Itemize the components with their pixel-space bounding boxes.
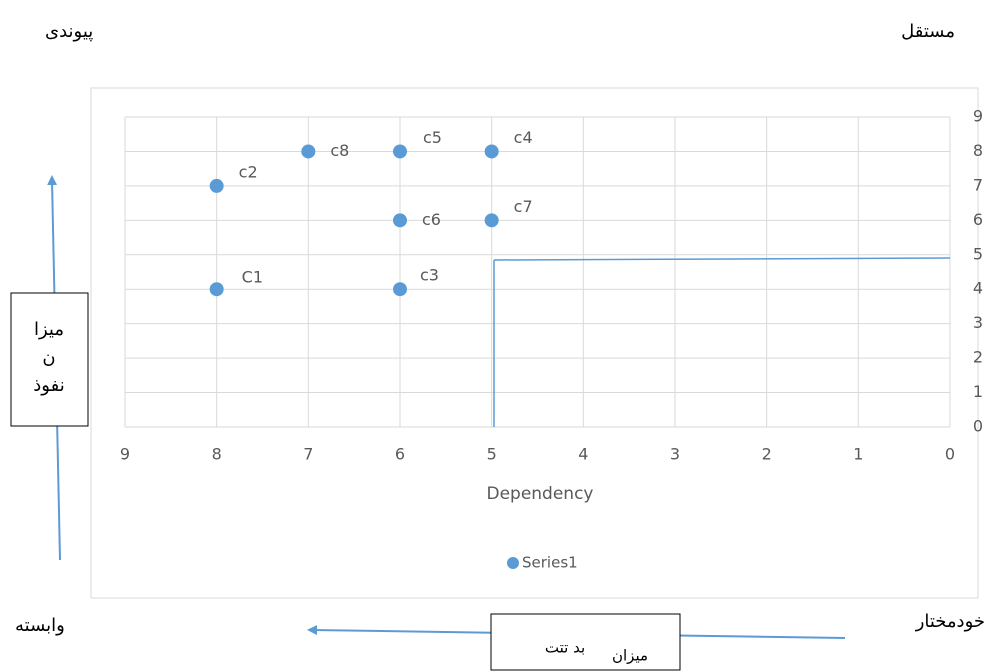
y-tick-label: 3	[973, 313, 983, 332]
figure: مستقل پیوندی وابسته خودمختار میزا ن نفوذ…	[0, 0, 998, 671]
point-label: c3	[420, 266, 439, 285]
quadrant-line	[494, 258, 950, 260]
annotation: بد تتت	[545, 639, 585, 657]
y-tick-label: 0	[973, 417, 983, 436]
y-tick-label: 9	[973, 107, 983, 126]
point	[393, 144, 407, 158]
point	[301, 144, 315, 158]
point	[210, 179, 224, 193]
x-tick-label: 0	[945, 445, 955, 464]
annotation-box	[491, 614, 680, 670]
y-tick-label: 6	[973, 210, 983, 229]
y-tick-label: 1	[973, 382, 983, 401]
annotation: ن	[42, 347, 55, 368]
page: مستقل پیوندی وابسته خودمختار میزا ن نفوذ…	[0, 0, 998, 671]
point-label: c7	[514, 197, 533, 216]
annotation: خودمختار	[915, 611, 985, 632]
x-tick-label: 3	[670, 445, 680, 464]
annotation: پیوندی	[45, 21, 93, 42]
x-tick-label: 1	[853, 445, 863, 464]
x-tick-label: 2	[762, 445, 772, 464]
y-tick-label: 7	[973, 175, 983, 194]
x-axis-title: Dependency	[486, 484, 593, 504]
x-tick-label: 7	[303, 445, 313, 464]
annotation: میزا	[34, 319, 64, 340]
annotation: وابسته	[15, 615, 65, 636]
point-label: c4	[514, 128, 533, 147]
chart-border	[91, 88, 978, 598]
point-label: c8	[330, 141, 349, 160]
point	[393, 213, 407, 227]
y-tick-label: 5	[973, 244, 983, 263]
x-tick-label: 4	[578, 445, 588, 464]
y-tick-label: 4	[973, 279, 983, 298]
x-tick-label: 5	[487, 445, 497, 464]
point	[485, 144, 499, 158]
y-tick-label: 8	[973, 141, 983, 160]
x-tick-label: 9	[120, 445, 130, 464]
point	[393, 282, 407, 296]
point-label: c6	[422, 210, 441, 229]
annotation: مستقل	[901, 21, 955, 42]
point-label: c5	[423, 128, 442, 147]
legend-marker	[507, 557, 519, 569]
annotation: نفوذ	[33, 375, 64, 396]
legend-label: Series1	[522, 554, 578, 572]
point-label: c2	[239, 162, 258, 181]
point	[485, 213, 499, 227]
point	[210, 282, 224, 296]
annotation: میزان	[612, 647, 648, 665]
x-tick-label: 6	[395, 445, 405, 464]
point-label: C1	[242, 268, 263, 287]
x-tick-label: 8	[212, 445, 222, 464]
y-tick-label: 2	[973, 348, 983, 367]
